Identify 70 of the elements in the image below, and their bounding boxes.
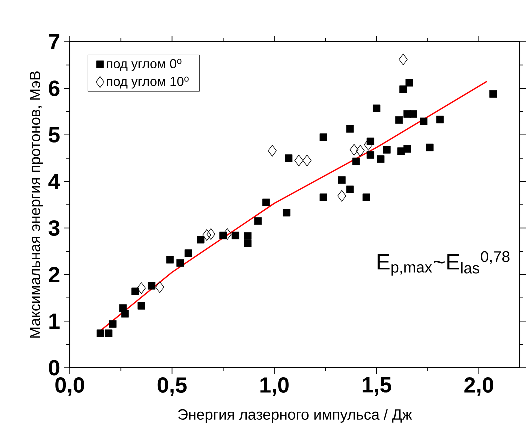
- y-tick-label: 2: [49, 267, 60, 282]
- point: [294, 154, 304, 167]
- point: [420, 118, 428, 126]
- point: [96, 330, 104, 338]
- point: [410, 110, 418, 118]
- point: [105, 330, 113, 338]
- point: [356, 145, 365, 157]
- point: [346, 186, 354, 194]
- point: [320, 194, 328, 202]
- point: [138, 302, 146, 310]
- point: [350, 144, 359, 156]
- point: [400, 86, 408, 94]
- x-tick-label: 1,0: [260, 377, 289, 396]
- point: [197, 236, 205, 244]
- point: [338, 176, 346, 184]
- point: [426, 144, 434, 152]
- x-tick-label: 1,5: [362, 378, 392, 396]
- point: [283, 209, 291, 217]
- point: [373, 104, 381, 112]
- x-tick-label: 2,0: [464, 377, 494, 396]
- point: [121, 310, 130, 318]
- y-tick-label: 7: [49, 34, 60, 50]
- x-tick-label: 0,5: [158, 377, 187, 396]
- point: [206, 228, 216, 240]
- legend-label: под углом 0$^{o}$: [107, 59, 182, 72]
- point: [396, 116, 404, 124]
- point: [490, 90, 498, 98]
- y-tick-label: 0: [49, 360, 60, 376]
- point: [244, 232, 252, 240]
- point: [285, 154, 293, 162]
- point: [338, 190, 346, 202]
- point: [232, 232, 240, 240]
- annotation: E$_{p,max}$~E$_{las}$0,78: [378, 251, 510, 276]
- point: [220, 232, 228, 240]
- point: [364, 139, 374, 151]
- point: [109, 320, 117, 328]
- point: [404, 145, 412, 153]
- point: [352, 158, 360, 166]
- point: [399, 54, 408, 66]
- y-tick-label: 5: [48, 127, 60, 143]
- point: [156, 282, 164, 294]
- y-tick-label: 3: [48, 220, 60, 236]
- point: [302, 154, 312, 167]
- y-tick-label: 1: [50, 314, 60, 329]
- point: [254, 218, 262, 226]
- x-tick-label: 0,0: [56, 377, 84, 396]
- y-tick-label: 4: [48, 174, 60, 190]
- point: [362, 194, 370, 202]
- point: [132, 288, 140, 296]
- point: [268, 145, 277, 157]
- point: [320, 134, 328, 142]
- point: [383, 146, 391, 154]
- point: [223, 228, 232, 240]
- legend-label: под углом 10$^{o}$: [107, 76, 189, 89]
- point: [176, 259, 184, 267]
- point: [436, 116, 444, 124]
- point: [202, 229, 212, 242]
- point: [406, 79, 414, 87]
- point: [166, 256, 174, 264]
- point: [377, 156, 385, 164]
- y-tick-label: 6: [49, 80, 60, 96]
- point: [346, 125, 354, 133]
- y-axis-title: Максимальная энергия протонов, МэВ: [30, 72, 44, 338]
- point: [262, 198, 270, 206]
- point: [184, 250, 192, 258]
- point: [148, 282, 156, 290]
- x-axis-title: Энергия лазерного импульса / Дж: [178, 409, 412, 423]
- point: [244, 240, 252, 248]
- point: [366, 151, 374, 159]
- point: [137, 282, 146, 294]
